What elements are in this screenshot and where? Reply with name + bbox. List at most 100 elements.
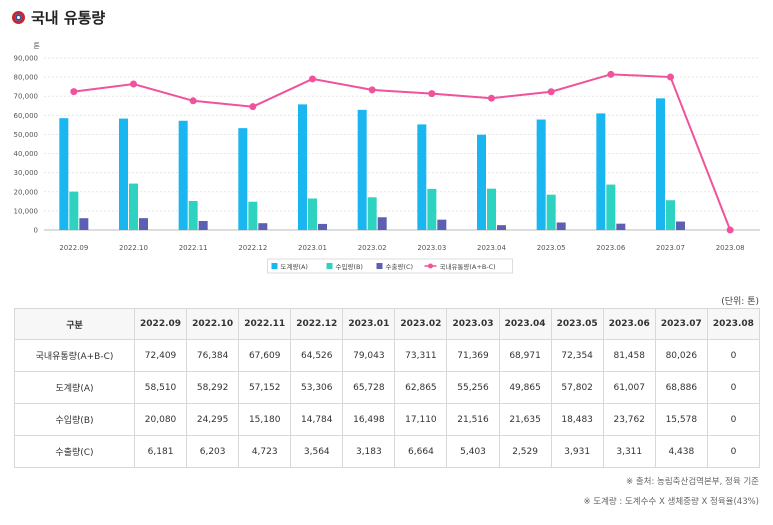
table-cell: 4,438 — [654, 435, 708, 468]
table-cell: 72,409 — [133, 339, 188, 372]
x-tick-label: 2022.09 — [59, 244, 88, 252]
table-cell: 6,203 — [186, 435, 240, 468]
y-tick-label: 60,000 — [14, 112, 39, 120]
legend-box — [267, 258, 513, 274]
y-tick-label: 20,000 — [14, 188, 39, 196]
table-cell: 16,498 — [342, 403, 396, 436]
page-title: 국내 유통량 — [31, 8, 106, 27]
legend-label: 수출량(C) — [386, 262, 414, 271]
table-cell: 81,458 — [602, 339, 656, 372]
bar-3 — [79, 218, 89, 230]
table-cell: 6,664 — [394, 435, 448, 468]
table-cell: 20,080 — [133, 403, 188, 436]
table-cell: 0 — [706, 371, 761, 404]
table-cell: 73,311 — [394, 339, 448, 372]
formula-note: ※ 도계량 : 도계수수 X 생체중량 X 정육율(43%) — [583, 497, 759, 507]
x-tick-label: 2023.08 — [716, 244, 745, 252]
line-point — [607, 70, 615, 78]
table-cell: 80,026 — [654, 339, 708, 372]
table-cell: 3,311 — [602, 435, 656, 468]
x-tick-label: 2022.11 — [179, 244, 208, 252]
table-column-header: 2023.08 — [706, 308, 761, 340]
line-point — [547, 88, 555, 96]
table-column-header: 2023.02 — [394, 308, 448, 340]
table-cell: 0 — [706, 435, 761, 468]
bar-3 — [616, 223, 626, 230]
x-tick-label: 2023.03 — [417, 244, 446, 252]
bar-1 — [59, 118, 69, 230]
bar-1 — [238, 128, 248, 230]
table-cell: 64,526 — [290, 339, 344, 372]
table-column-header: 2022.12 — [290, 308, 344, 340]
table-cell: 3,564 — [290, 435, 344, 468]
x-tick-label: 2022.12 — [238, 244, 267, 252]
table-cell: 49,865 — [498, 371, 552, 404]
bar-3 — [377, 217, 387, 230]
table-column-header: 2023.03 — [446, 308, 500, 340]
legend-swatch — [271, 263, 278, 269]
y-tick-label: 80,000 — [14, 74, 39, 82]
y-tick-label: 40,000 — [14, 150, 39, 158]
bar-2 — [487, 188, 496, 230]
page-header: 국내 유통량 — [12, 6, 105, 28]
bar-1 — [477, 134, 486, 230]
table-corner-header: 구분 — [14, 308, 135, 340]
bar-3 — [198, 220, 208, 230]
table-row: 수입량(B) 20,080 24,295 15,180 14,784 16,498 17,1… — [14, 403, 761, 436]
table-cell: 17,110 — [394, 403, 448, 436]
table-cell: 0 — [706, 339, 761, 372]
table-cell: 4,723 — [238, 435, 292, 468]
x-tick-label: 2022.10 — [119, 244, 148, 252]
table-cell: 15,578 — [654, 403, 708, 436]
table-cell: 67,609 — [238, 339, 292, 372]
line-point — [428, 90, 436, 98]
bar-1 — [119, 118, 128, 230]
table-cell: 15,180 — [238, 403, 292, 436]
table-cell: 3,183 — [342, 435, 396, 468]
x-tick-label: 2023.07 — [656, 244, 685, 252]
table-cell: 62,865 — [394, 371, 448, 404]
table-column-header: 2023.06 — [602, 308, 656, 340]
table-cell: 58,292 — [186, 371, 240, 404]
table-cell: 6,181 — [133, 435, 188, 468]
table-header-row: 구분 2022.09 2022.10 2022.11 2022.12 2023.01 20… — [14, 308, 761, 340]
table-row: 도계량(A) 58,510 58,292 57,152 53,306 65,728 62,8… — [14, 371, 761, 404]
x-tick-label: 2023.02 — [358, 244, 387, 252]
taegeuk-circle-icon — [12, 10, 25, 24]
y-axis-unit-label: 톤 — [34, 42, 41, 50]
distribution-table: 구분 2022.09 2022.10 2022.11 2022.12 2023.01 20… — [14, 308, 761, 468]
line-point — [368, 86, 376, 94]
table-cell: 0 — [706, 403, 761, 436]
table-cell: 68,886 — [654, 371, 708, 404]
table-cell: 53,306 — [290, 371, 344, 404]
bar-2 — [69, 191, 79, 230]
bar-2 — [188, 200, 198, 230]
line-point — [488, 94, 495, 102]
bar-2 — [308, 198, 317, 230]
series-line — [73, 73, 732, 231]
y-tick-label: 90,000 — [14, 55, 39, 63]
bar-2 — [546, 194, 556, 230]
bar-3 — [497, 225, 506, 230]
bar-2 — [606, 184, 616, 230]
bar-3 — [437, 219, 447, 230]
table-cell: 65,728 — [342, 371, 396, 404]
line-point — [309, 75, 316, 83]
table-column-header: 2022.11 — [238, 308, 292, 340]
y-tick-label: 30,000 — [14, 169, 39, 177]
legend-label: 국내유통량(A+B-C) — [440, 262, 496, 271]
bar-1 — [536, 119, 546, 230]
line-point — [726, 226, 734, 234]
table-row: 국내유통량(A+B-C) 72,409 76,384 67,609 64,526 79,0… — [14, 339, 761, 372]
y-tick-label: 70,000 — [14, 93, 39, 101]
table-row-label: 도계량(A) — [14, 371, 135, 404]
bar-3 — [318, 223, 327, 230]
table-column-header: 2023.01 — [342, 308, 396, 340]
x-tick-label: 2023.05 — [537, 244, 566, 252]
bar-2 — [666, 200, 675, 230]
y-tick-label: 0 — [34, 227, 38, 235]
table-row-label: 수출량(C) — [14, 435, 135, 468]
table-column-header: 2023.04 — [498, 308, 552, 340]
legend-swatch-point — [428, 263, 433, 269]
table-cell: 79,043 — [342, 339, 396, 372]
